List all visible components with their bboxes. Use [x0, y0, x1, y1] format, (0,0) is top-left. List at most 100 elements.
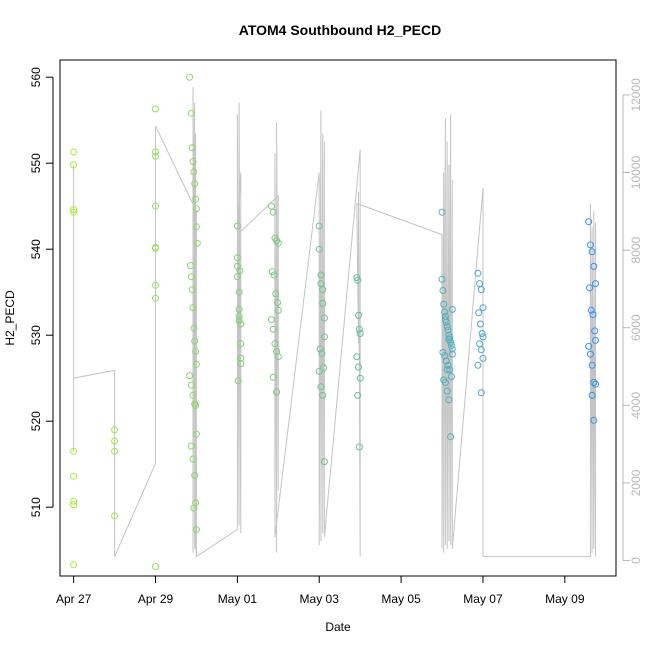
data-point [479, 333, 487, 341]
data-point [70, 472, 78, 480]
data-point [187, 109, 195, 117]
data-point [70, 561, 78, 569]
data-point [188, 286, 196, 294]
data-point [192, 402, 200, 410]
data-point [476, 320, 484, 328]
data-point [190, 168, 198, 176]
y2-tick-label: 0 [629, 557, 643, 564]
data-point [441, 316, 449, 324]
y-tick-label: 510 [29, 497, 43, 517]
data-point [152, 281, 159, 289]
plot-frame [59, 59, 617, 577]
y2-tick-label: 10000 [629, 156, 643, 190]
data-point [270, 271, 278, 279]
data-point [192, 205, 200, 213]
y-tick-label: 540 [29, 239, 43, 259]
data-point [191, 180, 199, 188]
data-point [355, 325, 363, 333]
data-point [274, 353, 282, 361]
data-point [152, 148, 159, 156]
data-point [445, 396, 453, 404]
data-point [268, 316, 275, 324]
data-point [70, 447, 78, 455]
data-point [355, 311, 362, 319]
data-point [446, 366, 454, 374]
data-point [447, 433, 455, 441]
data-point [585, 342, 593, 350]
data-point [441, 379, 449, 386]
data-point [592, 380, 599, 388]
data-point [70, 206, 78, 214]
data-point [192, 360, 200, 368]
data-point [269, 208, 277, 216]
data-point [192, 348, 200, 355]
data-point [356, 330, 364, 337]
data-point [319, 391, 327, 399]
data-point [438, 275, 446, 283]
data-point [236, 267, 244, 275]
data-point [152, 202, 159, 210]
data-point [586, 350, 594, 358]
y2-tick-label: 4000 [629, 392, 643, 419]
data-point [189, 455, 197, 463]
data-point [190, 504, 198, 512]
x-tick-label: Apr 29 [138, 592, 174, 606]
data-point [591, 327, 599, 335]
y-tick-label: 550 [29, 153, 43, 173]
data-point [315, 245, 323, 253]
data-point [191, 471, 199, 479]
data-point [354, 391, 362, 399]
data-point [316, 345, 324, 353]
data-point [477, 346, 485, 354]
data-point [479, 304, 487, 312]
y2-tick-label: 6000 [629, 314, 643, 341]
data-point [187, 262, 194, 269]
data-point [268, 268, 276, 276]
data-point [186, 372, 194, 380]
x-tick-label: May 03 [300, 592, 340, 606]
data-point [186, 73, 194, 81]
data-point [586, 284, 594, 292]
data-point [590, 416, 598, 424]
data-point [443, 366, 451, 374]
data-point [439, 348, 447, 356]
data-point [585, 218, 593, 226]
data-point [192, 195, 200, 203]
data-point [70, 501, 78, 509]
data-point [477, 389, 485, 397]
data-point [152, 105, 159, 113]
data-point [188, 144, 196, 152]
data-point [233, 254, 241, 262]
data-point [190, 324, 198, 332]
point-layer [70, 73, 599, 570]
data-point [592, 280, 599, 288]
data-point [70, 497, 78, 505]
data-point [320, 333, 328, 341]
data-point [439, 287, 447, 294]
data-point [474, 361, 482, 369]
data-point [319, 299, 327, 307]
data-point [192, 430, 200, 438]
data-point [586, 241, 594, 249]
data-point [274, 239, 282, 247]
data-point [588, 391, 596, 399]
data-point [235, 288, 243, 296]
x-tick-label: Apr 27 [56, 592, 92, 606]
data-point [152, 563, 159, 570]
data-point [438, 208, 446, 216]
data-point [70, 208, 78, 216]
data-point [235, 305, 243, 313]
data-point [237, 360, 245, 368]
y-tick-label: 530 [29, 325, 43, 345]
data-point [192, 223, 200, 231]
y2-tick-label: 2000 [629, 469, 643, 496]
data-point [447, 342, 455, 349]
data-point [111, 447, 119, 455]
data-point [447, 373, 455, 380]
data-point [111, 426, 119, 434]
data-point [442, 357, 450, 365]
data-point [192, 526, 200, 534]
y-tick-label: 560 [29, 67, 43, 87]
x-tick-label: May 07 [463, 592, 503, 606]
data-point [274, 306, 282, 314]
